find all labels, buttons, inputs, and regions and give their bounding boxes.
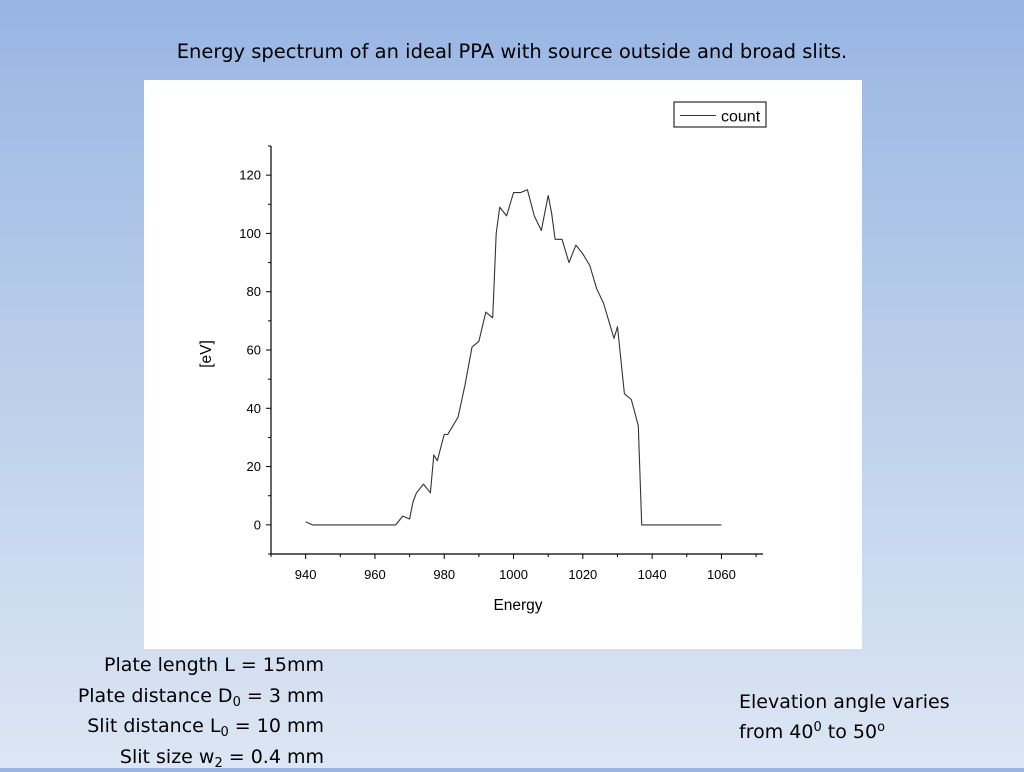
chart-panel: 0 20 40 60 80 100 120 940 960 980 1000 1020 1040 1060… [144, 80, 862, 649]
series-line-count [306, 190, 722, 525]
x-tick-label: 980 [433, 567, 455, 582]
x-tick-label: 1000 [499, 567, 528, 582]
elevation-note-line2: from 400 to 50o [739, 717, 950, 747]
y-tick-label: 100 [239, 226, 261, 241]
elevation-note-line1: Elevation angle varies [739, 687, 950, 717]
x-tick-label: 1020 [568, 567, 597, 582]
y-tick-label: 20 [247, 459, 261, 474]
legend-label: count [721, 109, 761, 126]
slide-title: Energy spectrum of an ideal PPA with sou… [0, 40, 1024, 63]
y-tick-label: 80 [247, 284, 261, 299]
elevation-note: Elevation angle varies from 400 to 50o [739, 687, 950, 747]
y-axis-title: [eV] [198, 340, 215, 368]
y-tick-label: 120 [239, 168, 261, 183]
chart-svg: 0 20 40 60 80 100 120 940 960 980 1000 1020 1040 1060… [144, 80, 862, 649]
x-tick-label: 940 [295, 567, 317, 582]
param-plate-distance: Plate distance D0 = 3 mm [78, 681, 324, 712]
param-slit-distance: Slit distance L0 = 10 mm [78, 711, 324, 742]
param-slit-size: Slit size w2 = 0.4 mm [78, 742, 324, 772]
y-tick-label: 0 [254, 517, 261, 532]
plate-parameters: Plate length L = 15mm Plate distance D0 … [78, 650, 324, 772]
y-tick-label: 60 [247, 343, 261, 358]
x-tick-label: 1040 [638, 567, 667, 582]
x-tick-label: 960 [364, 567, 386, 582]
y-tick-label: 40 [247, 401, 261, 416]
x-axis-title: Energy [493, 597, 542, 614]
x-tick-label: 1060 [707, 567, 736, 582]
param-plate-length: Plate length L = 15mm [78, 650, 324, 681]
